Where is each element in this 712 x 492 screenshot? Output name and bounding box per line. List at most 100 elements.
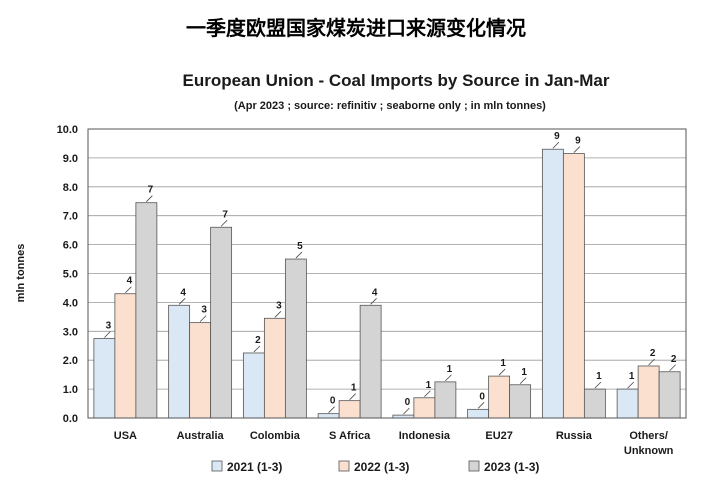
bar-s-africa-0	[317, 413, 340, 419]
legend-swatch-1	[338, 460, 350, 472]
label-leader	[253, 345, 261, 353]
label-leader	[552, 141, 560, 149]
label-leader	[328, 406, 335, 413]
data-label: 0	[405, 397, 411, 408]
bar-eu27-2	[509, 384, 532, 419]
page-title-cn: 一季度欧盟国家煤炭进口来源变化情况	[186, 16, 526, 40]
label-leader	[477, 402, 485, 409]
bar-s-africa-1	[338, 400, 361, 419]
y-tick-label: 10.0	[57, 124, 78, 136]
data-label: 1	[447, 364, 453, 375]
bar-colombia-2	[284, 258, 307, 419]
data-label: 9	[575, 136, 581, 147]
data-label: 2	[650, 348, 656, 359]
data-label: 3	[106, 321, 112, 332]
category-label: Australia	[177, 430, 225, 442]
category-label: Colombia	[250, 430, 301, 442]
legend-label-0: 2021 (1-3)	[227, 460, 282, 474]
label-leader	[594, 381, 602, 389]
legend-label-2: 2023 (1-3)	[484, 460, 539, 474]
bar-others-unknown-2	[658, 371, 681, 419]
data-label: 9	[554, 131, 560, 142]
label-leader	[104, 331, 111, 338]
data-label: 1	[521, 367, 527, 378]
category-label: S Africa	[329, 430, 371, 442]
data-label: 7	[148, 185, 154, 196]
legend-swatch-0	[211, 460, 223, 472]
data-label: 0	[330, 396, 336, 407]
bar-russia-0	[541, 148, 564, 419]
legend-swatch-2	[468, 460, 480, 472]
label-leader	[424, 390, 431, 398]
label-leader	[178, 298, 186, 305]
label-leader	[146, 195, 153, 202]
label-leader	[349, 393, 356, 400]
bar-others-unknown-0	[616, 388, 639, 419]
plot-frame	[87, 128, 687, 419]
y-tick-label: 1.0	[63, 384, 78, 396]
bars	[93, 148, 681, 419]
y-tick-label: 4.0	[63, 297, 78, 309]
label-leader	[370, 298, 377, 305]
data-label: 1	[596, 371, 602, 382]
chart-subtitle: (Apr 2023 ; source: refinitiv ; seaborne…	[234, 100, 546, 112]
bar-eu27-1	[488, 375, 511, 419]
bar-australia-1	[189, 322, 212, 419]
label-leader	[498, 368, 506, 376]
bar-colombia-0	[242, 352, 265, 419]
data-label: 3	[276, 300, 282, 311]
category-label: Indonesia	[399, 430, 451, 442]
bar-indonesia-1	[413, 397, 436, 419]
label-leader	[648, 358, 655, 366]
label-leader	[199, 315, 207, 322]
bar-usa-1	[114, 293, 137, 419]
data-label: 3	[201, 305, 207, 316]
data-label: 4	[372, 287, 378, 298]
bar-indonesia-2	[434, 381, 457, 419]
label-leader	[627, 381, 634, 389]
bar-usa-0	[93, 338, 116, 419]
y-tick-label: 0.0	[63, 413, 78, 425]
y-tick-label: 2.0	[63, 355, 78, 367]
data-label: 4	[180, 287, 186, 298]
chart-title: European Union - Coal Imports by Source …	[183, 71, 610, 90]
category-label: Russia	[556, 430, 593, 442]
label-leader	[295, 251, 303, 259]
bar-russia-2	[583, 388, 606, 419]
label-leader	[573, 146, 581, 153]
label-leader	[274, 311, 282, 318]
data-label: 2	[671, 354, 677, 365]
data-label: 1	[351, 383, 357, 394]
label-leader	[445, 374, 452, 382]
bar-others-unknown-1	[637, 365, 660, 419]
label-leader	[519, 377, 527, 385]
label-leader	[403, 407, 410, 415]
data-label: 1	[500, 358, 506, 369]
y-tick-label: 6.0	[63, 240, 78, 252]
bar-australia-2	[210, 226, 233, 419]
data-label: 4	[127, 276, 133, 287]
bar-usa-2	[135, 202, 158, 419]
y-tick-label: 8.0	[63, 182, 78, 194]
data-label: 1	[629, 371, 635, 382]
bar-russia-1	[562, 153, 585, 419]
y-tick-label: 7.0	[63, 211, 78, 223]
y-tick-label: 3.0	[63, 326, 78, 338]
category-label: Others/	[629, 430, 668, 442]
bar-colombia-1	[263, 317, 286, 419]
category-label: EU27	[485, 430, 513, 442]
y-tick-label: 5.0	[63, 269, 78, 281]
y-axis-label: mln tonnes	[15, 244, 27, 303]
axes: 0.0 1.0 2.0 3.0 4.0 5.0 6.0 7.0 8.0 9.0 10.0 USA Aus…	[57, 124, 687, 457]
data-label: 2	[255, 335, 261, 346]
bar-s-africa-2	[359, 304, 382, 419]
data-label: 5	[297, 241, 303, 252]
bar-eu27-0	[467, 408, 490, 419]
label-leader	[220, 219, 228, 227]
data-label: 1	[426, 380, 432, 391]
data-label: 0	[479, 391, 485, 402]
category-label: Unknown	[624, 445, 674, 457]
bar-australia-0	[168, 304, 191, 419]
label-leader	[669, 364, 676, 372]
